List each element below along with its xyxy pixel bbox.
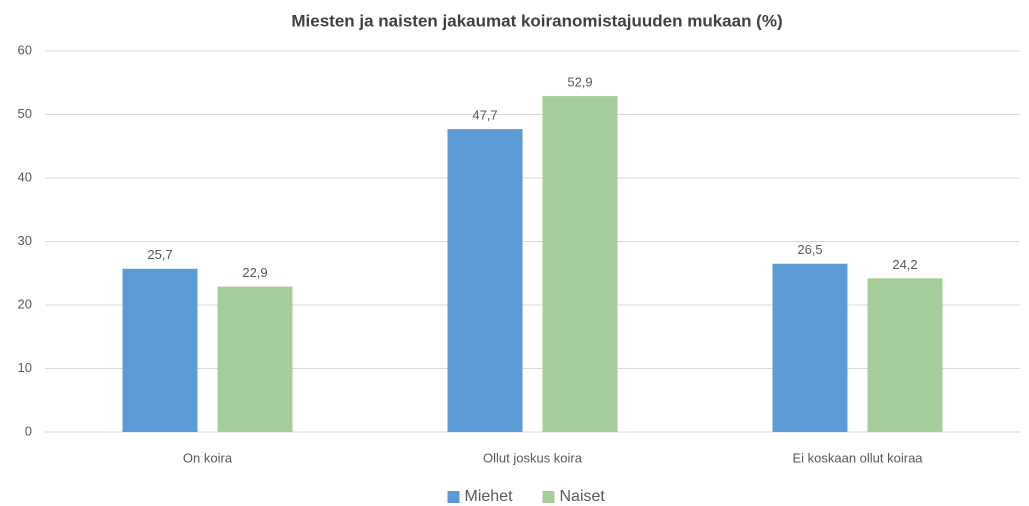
x-tick-label: On koira: [183, 450, 233, 465]
y-tick-label: 10: [18, 360, 32, 375]
value-label: 25,7: [147, 247, 172, 262]
legend-label: Miehet: [465, 488, 514, 505]
bar: [447, 129, 523, 433]
value-label: 47,7: [472, 108, 497, 123]
bar: [542, 96, 618, 433]
y-tick-label: 60: [18, 42, 32, 57]
y-tick-label: 20: [18, 296, 32, 311]
y-tick-label: 40: [18, 169, 32, 184]
value-label: 24,2: [892, 257, 917, 272]
bar: [867, 278, 943, 432]
y-tick-label: 30: [18, 233, 32, 248]
legend-swatch: [447, 491, 460, 503]
y-tick-label: 0: [25, 423, 32, 438]
value-label: 22,9: [242, 265, 267, 280]
bar: [772, 263, 848, 432]
value-label: 26,5: [797, 242, 822, 257]
chart-title: Miesten ja naisten jakaumat koiranomista…: [291, 11, 782, 30]
bar: [217, 286, 293, 432]
y-tick-label: 50: [18, 106, 32, 121]
bar: [122, 268, 198, 432]
x-tick-label: Ei koskaan ollut koiraa: [792, 450, 923, 465]
value-label: 52,9: [567, 75, 592, 90]
x-tick-label: Ollut joskus koira: [483, 450, 583, 465]
legend-swatch: [542, 491, 555, 503]
legend-label: Naiset: [560, 488, 606, 505]
